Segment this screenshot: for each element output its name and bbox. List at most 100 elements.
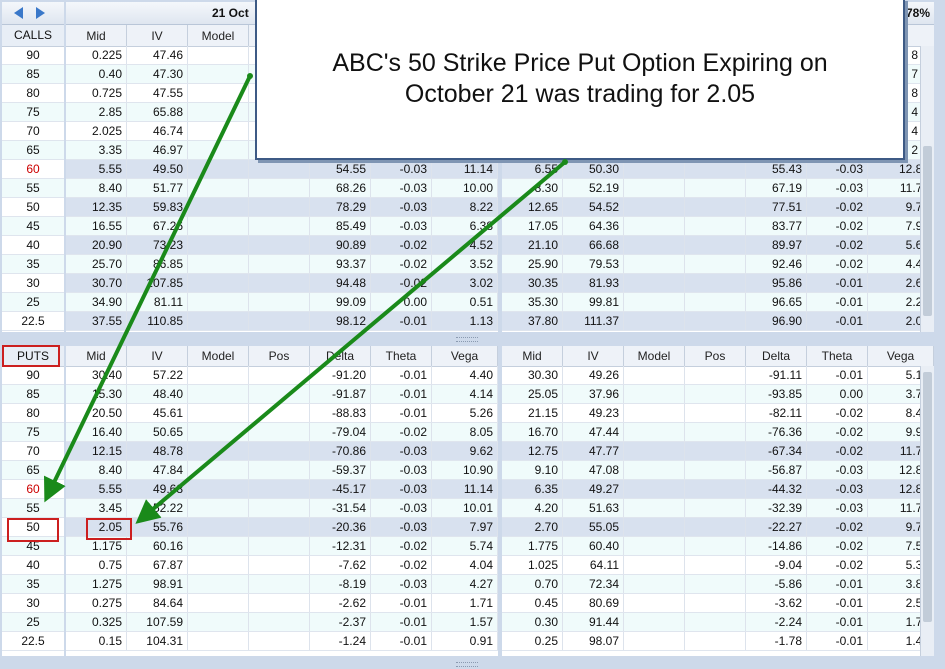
table-row[interactable]: 16.70 47.44 -76.36 -0.02 9.98 <box>502 423 934 442</box>
strike-75[interactable]: 75 <box>2 103 64 122</box>
strike-55[interactable]: 55 <box>2 499 64 518</box>
table-row[interactable]: 3.45 52.22 -31.54 -0.03 10.01 <box>66 499 498 518</box>
table-row[interactable]: 2.70 55.05 -22.27 -0.02 9.74 <box>502 518 934 537</box>
col-mid-header[interactable]: Mid <box>66 346 127 366</box>
col-theta-header[interactable]: Theta <box>807 346 868 366</box>
table-row[interactable]: 1.175 60.16 -12.31 -0.02 5.74 <box>66 537 498 556</box>
table-row[interactable]: 30.35 81.93 95.86 -0.01 2.69 <box>502 274 934 293</box>
puts-scrollbar[interactable] <box>920 366 934 656</box>
table-row[interactable]: 21.15 49.23 -82.11 -0.02 8.43 <box>502 404 934 423</box>
table-row[interactable]: 4.20 51.63 -32.39 -0.03 11.73 <box>502 499 934 518</box>
bottom-grip[interactable] <box>456 662 478 667</box>
table-row[interactable]: 35.30 99.81 96.65 -0.01 2.22 <box>502 293 934 312</box>
table-row[interactable]: 12.15 48.78 -70.86 -0.03 9.62 <box>66 442 498 461</box>
col-vega-header[interactable]: Vega <box>432 346 498 366</box>
strike-60[interactable]: 60 <box>2 160 64 179</box>
col-mid-header[interactable]: Mid <box>66 25 127 47</box>
strike-90[interactable]: 90 <box>2 46 64 65</box>
table-row[interactable]: 25.05 37.96 -93.85 0.00 3.79 <box>502 385 934 404</box>
col-delta-header[interactable]: Delta <box>746 346 807 366</box>
col-pos-header[interactable]: Pos <box>685 346 746 366</box>
col-delta-header[interactable]: Delta <box>310 346 371 366</box>
col-vega-header[interactable]: Vega <box>868 346 934 366</box>
col-theta-header[interactable]: Theta <box>371 346 432 366</box>
strike-40[interactable]: 40 <box>2 236 64 255</box>
table-row[interactable]: 15.30 48.40 -91.87 -0.01 4.14 <box>66 385 498 404</box>
table-row[interactable]: 0.70 72.34 -5.86 -0.01 3.82 <box>502 575 934 594</box>
prev-arrow-icon[interactable] <box>14 7 23 19</box>
strike-65[interactable]: 65 <box>2 141 64 160</box>
table-row[interactable]: 0.15 104.31 -1.24 -0.01 0.91 <box>66 632 498 651</box>
table-row[interactable]: 1.025 64.11 -9.04 -0.02 5.33 <box>502 556 934 575</box>
table-row[interactable]: 17.05 64.36 83.77 -0.02 7.91 <box>502 217 934 236</box>
table-row[interactable]: 34.90 81.11 99.09 0.00 0.51 <box>66 293 498 312</box>
strike-25[interactable]: 25 <box>2 613 64 632</box>
strike-45[interactable]: 45 <box>2 217 64 236</box>
table-row[interactable]: 6.35 49.27 -44.32 -0.03 12.88 <box>502 480 934 499</box>
table-row[interactable]: 8.40 51.77 68.26 -0.03 10.00 <box>66 179 498 198</box>
next-arrow-icon[interactable] <box>36 7 45 19</box>
strike-35[interactable]: 35 <box>2 575 64 594</box>
strike-70[interactable]: 70 <box>2 442 64 461</box>
table-row[interactable]: 5.55 49.50 54.55 -0.03 11.14 <box>66 160 498 179</box>
table-row[interactable]: 9.10 47.08 -56.87 -0.03 12.80 <box>502 461 934 480</box>
col-iv-header[interactable]: IV <box>127 346 188 366</box>
strike-35[interactable]: 35 <box>2 255 64 274</box>
table-row[interactable]: 37.80 111.37 96.90 -0.01 2.07 <box>502 312 934 331</box>
strike-60[interactable]: 60 <box>2 480 64 499</box>
splitter-grip[interactable] <box>456 337 478 342</box>
table-row[interactable]: 16.40 50.65 -79.04 -0.02 8.05 <box>66 423 498 442</box>
strike-90[interactable]: 90 <box>2 366 64 385</box>
table-row[interactable]: 20.90 73.23 90.89 -0.02 4.52 <box>66 236 498 255</box>
strike-22.5[interactable]: 22.5 <box>2 312 64 331</box>
table-row[interactable]: 30.70 107.85 94.48 -0.02 3.02 <box>66 274 498 293</box>
col-model-header[interactable]: Model <box>624 346 685 366</box>
calls-scrollbar[interactable] <box>920 46 934 332</box>
col-mid-header[interactable]: Mid <box>502 346 563 366</box>
table-row[interactable]: 0.325 107.59 -2.37 -0.01 1.57 <box>66 613 498 632</box>
col-iv-header[interactable]: IV <box>563 346 624 366</box>
table-row[interactable]: 16.55 67.26 85.49 -0.03 6.38 <box>66 217 498 236</box>
strike-75[interactable]: 75 <box>2 423 64 442</box>
table-row[interactable]: 8.30 52.19 67.19 -0.03 11.74 <box>502 179 934 198</box>
table-row[interactable]: 25.90 79.53 92.46 -0.02 4.48 <box>502 255 934 274</box>
table-row[interactable]: 25.70 86.85 93.37 -0.02 3.52 <box>66 255 498 274</box>
table-row[interactable]: 8.40 47.84 -59.37 -0.03 10.90 <box>66 461 498 480</box>
table-row[interactable]: 0.30 91.44 -2.24 -0.01 1.74 <box>502 613 934 632</box>
table-row[interactable]: 30.30 49.26 -91.11 -0.01 5.10 <box>502 366 934 385</box>
puts-scroll-thumb[interactable] <box>923 372 932 622</box>
table-row[interactable]: 5.55 49.68 -45.17 -0.03 11.14 <box>66 480 498 499</box>
table-row[interactable]: 20.50 45.61 -88.83 -0.01 5.26 <box>66 404 498 423</box>
table-row[interactable]: 0.25 98.07 -1.78 -0.01 1.43 <box>502 632 934 651</box>
table-row[interactable]: 6.55 50.30 55.43 -0.03 12.87 <box>502 160 934 179</box>
table-row[interactable]: 21.10 66.68 89.97 -0.02 5.60 <box>502 236 934 255</box>
table-row[interactable]: 0.75 67.87 -7.62 -0.02 4.04 <box>66 556 498 575</box>
strike-50[interactable]: 50 <box>2 198 64 217</box>
col-model-header[interactable]: Model <box>188 25 249 47</box>
strike-22.5[interactable]: 22.5 <box>2 632 64 651</box>
strike-85[interactable]: 85 <box>2 65 64 84</box>
table-row[interactable]: 37.55 110.85 98.12 -0.01 1.13 <box>66 312 498 331</box>
strike-40[interactable]: 40 <box>2 556 64 575</box>
strike-30[interactable]: 30 <box>2 274 64 293</box>
strike-70[interactable]: 70 <box>2 122 64 141</box>
table-row[interactable]: 12.35 59.83 78.29 -0.03 8.22 <box>66 198 498 217</box>
col-pos-header[interactable]: Pos <box>249 346 310 366</box>
table-row[interactable]: 30.40 57.22 -91.20 -0.01 4.40 <box>66 366 498 385</box>
strike-30[interactable]: 30 <box>2 594 64 613</box>
table-row[interactable]: 1.275 98.91 -8.19 -0.03 4.27 <box>66 575 498 594</box>
col-model-header[interactable]: Model <box>188 346 249 366</box>
table-row[interactable]: 0.275 84.64 -2.62 -0.01 1.71 <box>66 594 498 613</box>
col-iv-header[interactable]: IV <box>127 25 188 47</box>
table-row[interactable]: 12.75 47.77 -67.34 -0.02 11.72 <box>502 442 934 461</box>
table-row[interactable]: 1.775 60.40 -14.86 -0.02 7.57 <box>502 537 934 556</box>
strike-80[interactable]: 80 <box>2 404 64 423</box>
strike-65[interactable]: 65 <box>2 461 64 480</box>
strike-85[interactable]: 85 <box>2 385 64 404</box>
strike-50[interactable]: 50 <box>2 518 64 537</box>
table-row[interactable]: 0.45 80.69 -3.62 -0.01 2.59 <box>502 594 934 613</box>
strike-80[interactable]: 80 <box>2 84 64 103</box>
strike-25[interactable]: 25 <box>2 293 64 312</box>
strike-55[interactable]: 55 <box>2 179 64 198</box>
calls-scroll-thumb[interactable] <box>923 146 932 316</box>
